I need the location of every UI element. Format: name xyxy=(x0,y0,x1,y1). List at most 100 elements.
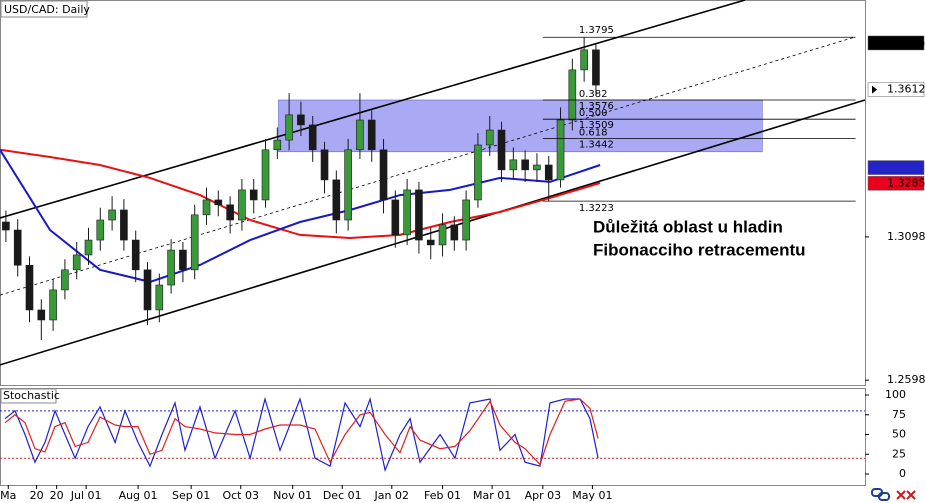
candle-body xyxy=(497,129,506,171)
candle-body xyxy=(426,239,435,246)
channel-line xyxy=(0,99,866,366)
candle-body xyxy=(379,149,388,201)
x-tick-label: Mar 01 xyxy=(473,489,511,502)
candle-body xyxy=(285,114,293,141)
candle-body xyxy=(568,69,577,121)
candle-body xyxy=(13,229,22,266)
candle-body xyxy=(238,189,246,221)
candle-body xyxy=(485,129,494,146)
candle-body xyxy=(308,124,317,151)
x-tick-label: Sep 01 xyxy=(172,489,210,502)
candle-body xyxy=(120,209,128,241)
y-tick-label: 0 xyxy=(899,467,906,480)
candle-body xyxy=(261,149,270,201)
x-tick-label: Nov 01 xyxy=(273,489,312,502)
candle-body xyxy=(249,189,258,201)
candle-body xyxy=(509,159,518,171)
candle-body xyxy=(61,269,69,291)
stochastic-title-box xyxy=(0,388,57,404)
price-label: 1.3775 xyxy=(887,36,925,49)
fib-price-label: 1.3509 xyxy=(579,120,614,131)
candle-body xyxy=(391,199,400,236)
x-tick-label: Oct 03 xyxy=(222,489,259,502)
annotation: Fibonacciho retracementu xyxy=(593,240,806,259)
link-icon[interactable] xyxy=(871,488,890,501)
candle-body xyxy=(226,204,234,221)
candle-body xyxy=(143,269,152,311)
price-label-box xyxy=(867,176,925,191)
candle-body xyxy=(96,219,105,241)
candle-body xyxy=(25,264,34,311)
candle-body xyxy=(474,144,482,201)
candle-body xyxy=(320,149,329,181)
channel-line xyxy=(0,36,856,296)
candle-body xyxy=(556,119,565,181)
candle-body xyxy=(49,289,57,321)
price-label: 1.3612 xyxy=(887,83,925,96)
y-tick-label: 100 xyxy=(885,388,906,401)
candle-body xyxy=(2,221,10,231)
candle-body xyxy=(544,164,553,181)
x-tick-label: Dec 01 xyxy=(323,489,362,502)
chart-title: USD/CAD: Daily xyxy=(4,3,90,16)
candle-body xyxy=(332,179,341,221)
y-tick-label: 25 xyxy=(892,447,906,460)
x-tick-label: Aug 01 xyxy=(119,489,158,502)
annotation: Důležitá oblast u hladin xyxy=(593,217,783,236)
arrows-icon[interactable] xyxy=(896,490,916,500)
title-box xyxy=(0,0,88,18)
x-tick-label: 20 xyxy=(50,489,64,502)
price-label: 1.3285 xyxy=(887,176,925,189)
x-tick-label: 20 xyxy=(30,489,44,502)
stochastic-panel-frame xyxy=(0,388,866,486)
x-tick-label: Feb 01 xyxy=(424,489,461,502)
stochastic-line xyxy=(4,398,599,466)
candle-body xyxy=(190,214,199,271)
candle-body xyxy=(438,224,447,246)
candle-body xyxy=(592,49,600,86)
candle-body xyxy=(297,114,305,126)
candle-body xyxy=(37,309,46,321)
candle-body xyxy=(214,199,223,206)
y-tick-label: 50 xyxy=(892,428,906,441)
link-icon-part xyxy=(878,492,890,501)
moving-average xyxy=(0,149,601,283)
fib-ratio-label: 0.382 xyxy=(579,89,608,100)
candle-body xyxy=(72,254,81,271)
candle-body xyxy=(580,49,588,71)
x-tick-label: Jan 02 xyxy=(374,489,409,502)
x-tick-label: Jul 01 xyxy=(70,489,102,502)
candle-body xyxy=(450,224,459,241)
candle-body xyxy=(462,199,470,241)
arrows-icon-part xyxy=(896,490,916,500)
fib-price-label: 1.3442 xyxy=(579,139,614,150)
candle-body xyxy=(155,284,164,311)
price-panel-frame xyxy=(0,0,866,386)
candle-body xyxy=(84,239,93,256)
candle-body xyxy=(356,119,364,151)
x-tick-label: Ma xyxy=(0,489,16,502)
candle-body xyxy=(415,189,423,241)
candle-body xyxy=(403,189,411,236)
candle-body xyxy=(367,119,376,151)
fib-price-label: 1.3795 xyxy=(579,25,614,36)
candle-body xyxy=(179,249,187,271)
price-label-box xyxy=(867,82,925,97)
y-tick-label: 75 xyxy=(892,408,906,421)
price-label-box xyxy=(867,35,925,51)
candle-body xyxy=(273,139,282,151)
channel-line xyxy=(0,0,746,219)
fib-zone xyxy=(278,99,763,153)
candle-body xyxy=(202,199,211,216)
stochastic-title: Stochastic xyxy=(3,389,60,402)
fib-price-label: 1.3223 xyxy=(579,203,614,214)
x-tick-label: May 01 xyxy=(572,489,612,502)
candle-body xyxy=(521,159,529,171)
candle-body xyxy=(167,249,175,286)
candle-body xyxy=(131,239,140,271)
fib-ratio-label: 0.500 xyxy=(579,108,608,119)
price-label-box xyxy=(867,160,925,175)
